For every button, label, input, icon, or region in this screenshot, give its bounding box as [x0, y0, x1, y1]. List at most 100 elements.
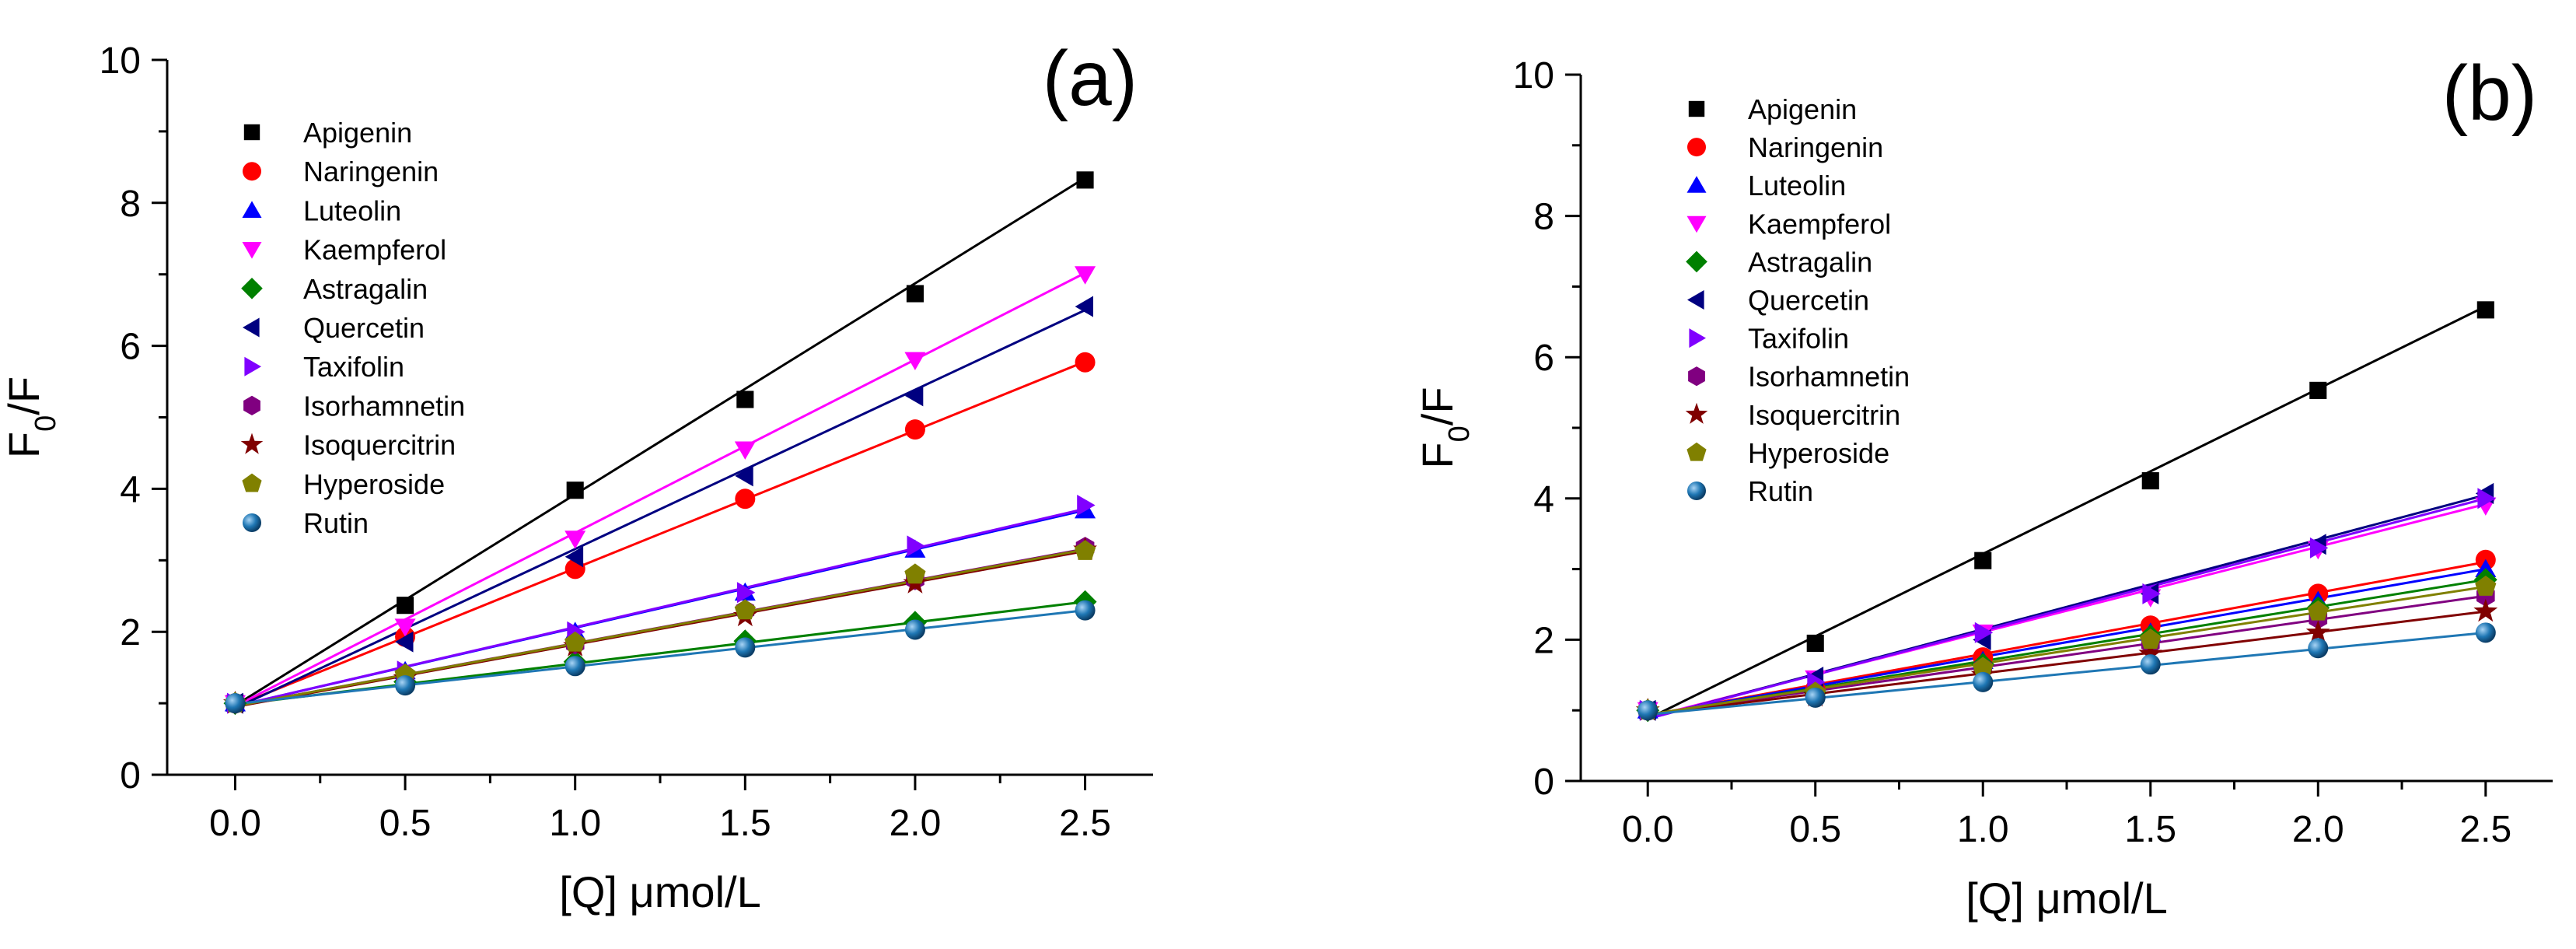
x-tick-label: 2.0 [2292, 809, 2344, 850]
data-point-taxifolin [907, 535, 925, 557]
legend-label-isorhamnetin: Isorhamnetin [303, 390, 465, 422]
fit-line-taxifolin [1647, 497, 2487, 720]
y-tick-label: 2 [120, 612, 141, 653]
data-point-hyperoside [1972, 657, 1994, 678]
y-tick-label: 8 [1533, 197, 1554, 238]
legend-label-astragalin: Astragalin [303, 273, 428, 305]
legend-label-hyperoside: Hyperoside [303, 468, 445, 500]
data-point-kaempferol [1075, 266, 1096, 285]
fit-line-apigenin [1647, 305, 2487, 720]
fit-line-apigenin [234, 177, 1086, 707]
data-point-quercetin [904, 385, 924, 407]
series-hyperoside [224, 540, 1096, 713]
data-point-hyperoside [734, 599, 756, 620]
fit-line-taxifolin [235, 507, 1085, 708]
legend-label-isoquercitrin: Isoquercitrin [303, 429, 456, 461]
data-point-apigenin [1974, 552, 1992, 569]
series-hyperoside [1637, 576, 2497, 720]
y-tick-label: 0 [1533, 762, 1554, 803]
data-point-apigenin [397, 597, 414, 615]
legend-label-isorhamnetin: Isorhamnetin [1748, 361, 1910, 393]
legend-label-taxifolin: Taxifolin [1748, 323, 1849, 355]
fit-line-quercetin [234, 309, 1086, 709]
data-point-kaempferol [564, 531, 586, 549]
data-point-taxifolin [2309, 537, 2329, 559]
legend-label-isoquercitrin: Isoquercitrin [1748, 399, 1900, 431]
x-tick-label: 0.5 [379, 803, 432, 844]
legend-marker-astragalin [1686, 250, 1707, 273]
data-point-rutin [1805, 687, 1826, 708]
legend-label-kaempferol: Kaempferol [303, 234, 446, 266]
data-point-rutin [904, 619, 925, 640]
x-tick-label: 0.0 [209, 803, 261, 844]
x-tick-label: 2.5 [1059, 803, 1111, 844]
fit-line-luteolin [1647, 568, 2487, 717]
data-point-rutin [2140, 654, 2161, 675]
legend-marker-quercetin [1687, 290, 1704, 310]
data-point-quercetin [395, 631, 414, 653]
data-point-apigenin [906, 285, 924, 303]
legend-marker-taxifolin [1689, 328, 1706, 348]
legend-marker-isorhamnetin [1688, 366, 1705, 387]
y-tick-label: 10 [1513, 55, 1554, 96]
y-tick-label: 10 [100, 40, 141, 82]
data-point-kaempferol [904, 352, 926, 370]
legend-label-rutin: Rutin [1748, 475, 1813, 507]
data-point-rutin [395, 675, 416, 696]
data-point-rutin [2308, 638, 2329, 659]
legend: Apigenin Naringenin Luteolin Kaempferol Astr… [240, 117, 465, 539]
y-axis-title-subscript: 0 [1443, 425, 1476, 442]
y-tick-label: 2 [1533, 620, 1554, 661]
legend-marker-hyperoside [242, 473, 262, 492]
x-tick-label: 1.5 [2124, 809, 2176, 850]
data-point-hyperoside [564, 631, 586, 652]
y-axis-title-main: F [1413, 442, 1462, 468]
data-point-rutin [1075, 600, 1096, 621]
data-point-rutin [564, 656, 585, 677]
data-point-hyperoside [1075, 540, 1096, 560]
data-point-taxifolin [1077, 495, 1096, 516]
y-axis-title: F0/F [1413, 387, 1476, 468]
legend-label-rutin: Rutin [303, 507, 369, 539]
y-tick-label: 4 [120, 469, 141, 510]
legend-marker-naringenin [1687, 138, 1706, 157]
legend-label-naringenin: Naringenin [303, 156, 439, 187]
legend-marker-isoquercitrin [1685, 402, 1708, 424]
data-point-apigenin [1806, 634, 1824, 652]
y-axis-title-subscript: 0 [30, 415, 62, 432]
data-point-quercetin [735, 465, 753, 487]
series-quercetin [1638, 482, 2494, 721]
legend-marker-rutin [1687, 482, 1706, 500]
data-point-isoquercitrin [2473, 598, 2498, 622]
data-point-apigenin [2476, 301, 2494, 319]
legend-marker-astragalin [241, 278, 263, 299]
legend-marker-isorhamnetin [243, 395, 260, 415]
legend-marker-hyperoside [1686, 442, 1707, 461]
data-point-rutin [2475, 622, 2496, 643]
data-point-apigenin [736, 390, 754, 408]
legend-label-apigenin: Apigenin [303, 117, 412, 149]
data-point-hyperoside [2140, 629, 2162, 649]
fit-line-hyperoside [1647, 585, 2487, 716]
legend-marker-quercetin [243, 317, 260, 338]
y-axis-title-tail: /F [1413, 387, 1462, 425]
legend-label-quercetin: Quercetin [303, 312, 425, 344]
series-rutin [1638, 622, 2496, 721]
fit-line-rutin [1648, 631, 2486, 716]
legend-label-naringenin: Naringenin [1748, 131, 1883, 163]
legend-label-kaempferol: Kaempferol [1748, 208, 1891, 240]
data-point-rutin [225, 693, 246, 714]
fit-line-naringenin [234, 360, 1086, 708]
y-axis-title-tail: /F [0, 376, 48, 415]
legend-marker-isoquercitrin [240, 432, 264, 454]
x-axis-title: [Q] μmol/L [1966, 874, 2167, 923]
data-point-kaempferol [734, 441, 756, 460]
legend-marker-taxifolin [244, 356, 261, 376]
y-tick-label: 6 [120, 327, 141, 368]
fit-line-kaempferol [234, 271, 1086, 708]
legend-marker-naringenin [243, 162, 261, 181]
legend-marker-apigenin [243, 124, 260, 141]
